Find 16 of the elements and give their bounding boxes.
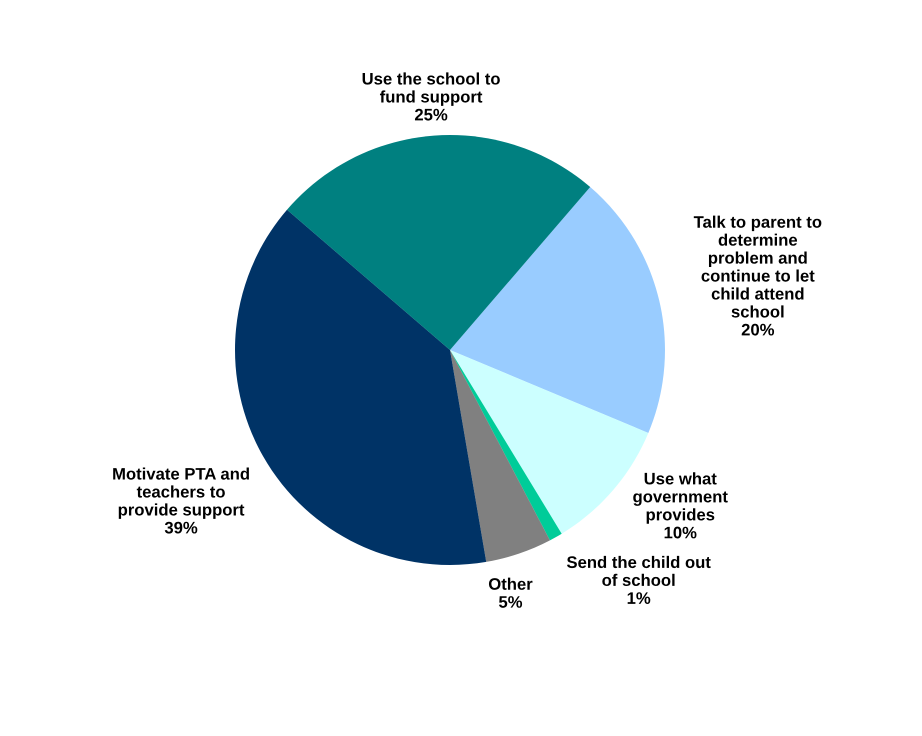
slice-label: Use what government provides — [633, 472, 728, 524]
slice-label: Other — [488, 578, 532, 590]
data-label: 1% — [628, 592, 650, 604]
data-label: 10% — [664, 526, 696, 538]
slice-label: Send the child out of school — [566, 556, 711, 586]
pie-slice — [450, 350, 562, 540]
slice-label: Talk to parent to determine problem and continue to let child attend school — [694, 216, 822, 318]
data-label: 25% — [414, 108, 448, 121]
data-label: 5% — [498, 596, 522, 608]
data-label: 39% — [164, 522, 198, 534]
slice-label: Use the school to fund support — [362, 72, 500, 106]
pie-slice — [450, 350, 550, 562]
data-label: 20% — [742, 324, 774, 336]
pie-slice — [450, 187, 665, 433]
pie-slice — [287, 135, 590, 350]
slice-label: Motivate PTA and teachers to provide support — [113, 467, 249, 519]
